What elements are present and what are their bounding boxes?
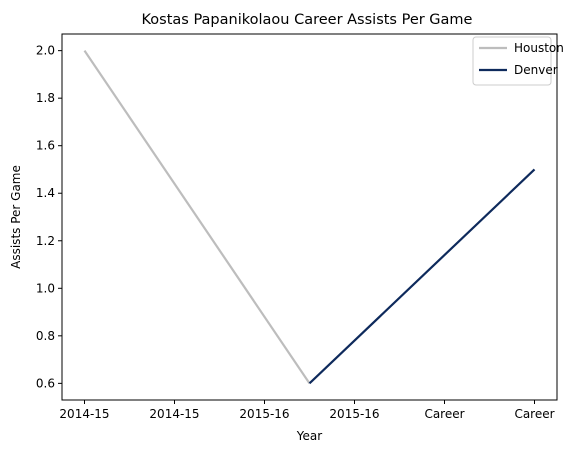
x-axis: 2014-15 2014-15 2015-16 2015-16 Career Career (59, 400, 555, 421)
y-tick-label: 1.4 (36, 186, 55, 200)
x-tick-label: Career (514, 407, 554, 421)
y-axis-label: Assists Per Game (9, 165, 23, 269)
x-tick-label: 2015-16 (329, 407, 379, 421)
y-tick-label: 1.2 (36, 234, 55, 248)
y-tick-label: 1.6 (36, 139, 55, 153)
y-tick-label: 2.0 (36, 44, 55, 58)
y-tick-label: 0.6 (36, 376, 55, 390)
series-lines (83, 50, 536, 385)
legend: Houston Denver (472, 36, 564, 86)
legend-label-houston: Houston (514, 41, 564, 55)
x-tick-label: 2014-15 (59, 407, 109, 421)
series-line-denver (308, 168, 536, 385)
chart-title: Kostas Papanikolaou Career Assists Per G… (142, 12, 473, 28)
y-tick-label: 1.8 (36, 91, 55, 105)
plot-area (61, 33, 558, 401)
x-tick-label: 2014-15 (149, 407, 199, 421)
series-line-houston (83, 50, 311, 384)
x-axis-label: Year (296, 429, 322, 443)
plot-frame (61, 33, 558, 401)
y-tick-label: 0.8 (36, 329, 55, 343)
legend-label-denver: Denver (514, 63, 558, 77)
x-tick-label: Career (424, 407, 464, 421)
y-tick-label: 1.0 (36, 281, 55, 295)
x-tick-label: 2015-16 (239, 407, 289, 421)
y-axis: 0.6 0.8 1.0 1.2 1.4 1.6 1.8 2.0 (36, 44, 62, 390)
